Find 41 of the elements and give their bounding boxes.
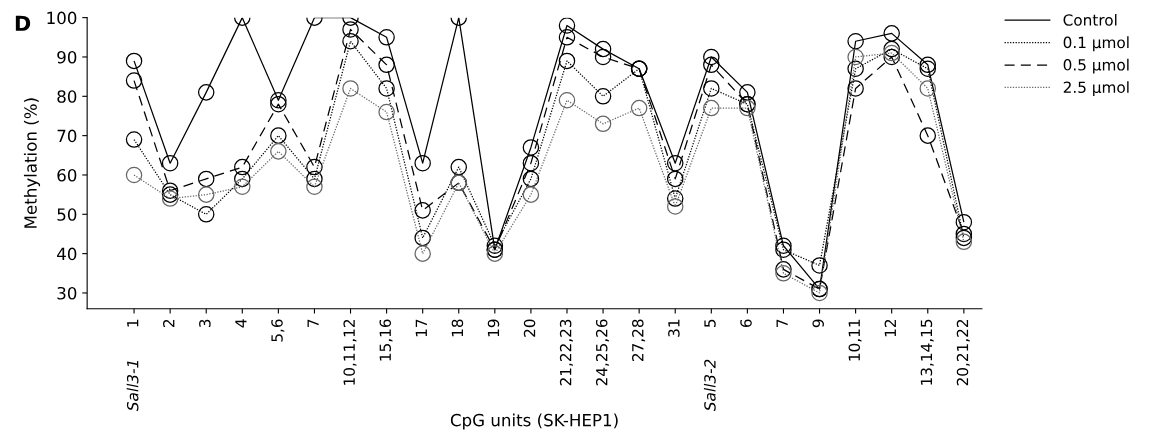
- text: Sall3-2: [703, 359, 716, 412]
- x-tick-label: 13,14,15: [920, 319, 934, 385]
- x-tick-label: 4: [235, 319, 247, 328]
- x-tick-label: 5,6: [271, 319, 285, 342]
- legend-label: 2.5 μmol: [1063, 81, 1129, 96]
- y-tick-label: 70: [57, 129, 77, 143]
- x-tick-label: 10,11,12: [343, 319, 357, 385]
- x-tick-label: 21,22,23: [559, 319, 573, 386]
- x-tick-label: 7: [307, 319, 319, 327]
- y-axis-title: Methylation (%): [23, 98, 41, 228]
- x-tick-label: 15,16: [379, 319, 393, 361]
- legend-label: 0.5 μmol: [1063, 58, 1129, 74]
- x-tick-label: 9: [812, 319, 824, 328]
- x-tick-label: 20,21,22: [956, 319, 970, 386]
- x-tick-label: 1: [127, 319, 139, 327]
- x-tick-label: 7: [776, 319, 788, 327]
- x-tick-label: 2: [163, 319, 175, 328]
- y-tick-label: 80: [57, 90, 77, 103]
- x-axis-title: CpG units (SK-HEP1): [450, 413, 618, 430]
- y-tick-label: 30: [57, 286, 77, 300]
- x-tick-label: 5: [704, 319, 716, 327]
- legend-label: 0.1 μmol: [1063, 36, 1129, 52]
- x-tick-label: 20: [523, 319, 536, 337]
- x-tick-label: 27,28: [632, 319, 646, 362]
- x-tick-label: 19: [487, 319, 500, 337]
- text: Sall3-1: [126, 361, 139, 412]
- x-tick-label: 31: [668, 319, 680, 337]
- x-tick-label: 3: [199, 319, 211, 327]
- y-tick-label: 40: [57, 247, 77, 261]
- legend-label: Control: [1063, 13, 1117, 26]
- x-tick-label: 10,11: [848, 319, 862, 361]
- x-tick-label: 6: [740, 319, 752, 328]
- x-tick-label: 24,25,26: [595, 319, 610, 386]
- x-tick-label: 17: [415, 319, 427, 337]
- x-tick-label: 12: [884, 319, 896, 337]
- y-tick-label: 60: [57, 168, 77, 182]
- y-tick-label: 100: [47, 11, 77, 25]
- x-tick-label: 18: [451, 319, 464, 337]
- y-tick-label: 90: [57, 50, 77, 64]
- text: D: [15, 15, 31, 31]
- y-tick-label: 50: [57, 208, 77, 221]
